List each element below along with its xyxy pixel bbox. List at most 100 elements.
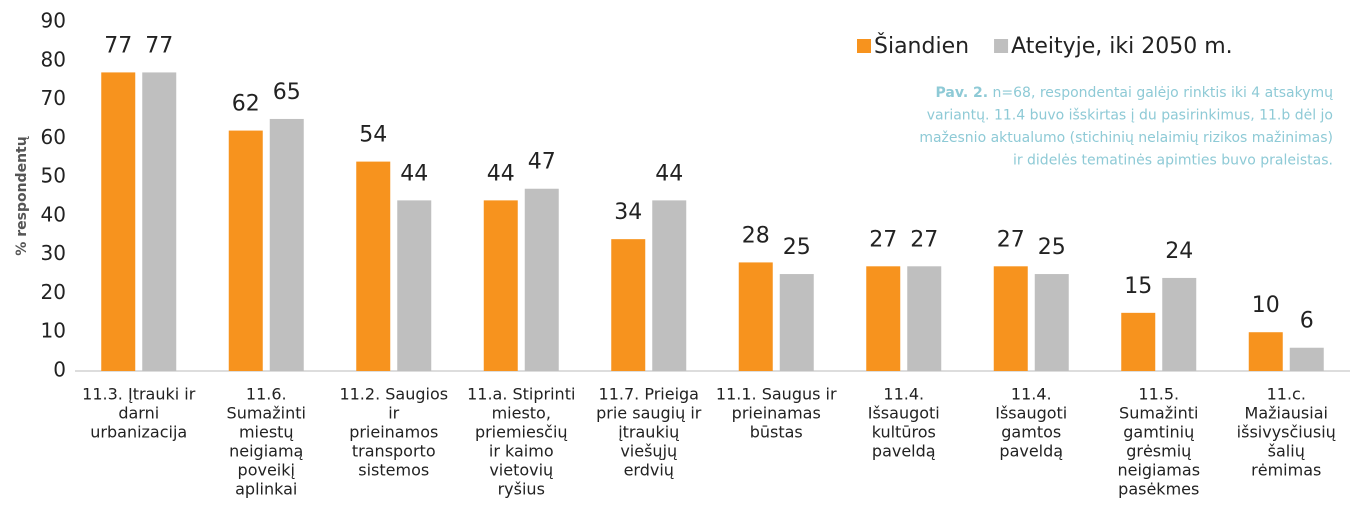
y-tick-label: 80 [41,47,66,71]
x-tick-label: Išsaugoti [868,404,940,423]
value-label: 77 [145,33,173,58]
note-text: n=68, respondentai galėjo rinktis iki 4 … [988,85,1333,101]
x-tick-label: 11.4. [1011,385,1052,404]
x-tick-label: 11.1. Saugus ir [716,385,837,404]
x-tick-label: darni [118,404,159,423]
x-tick-label: Išsaugoti [995,404,1067,423]
value-label: 65 [273,80,301,105]
note: mažesnio aktualumo (stichinių nelaimių r… [919,130,1333,146]
y-tick-label: 50 [41,164,66,188]
value-label: 47 [528,150,556,175]
x-tick-label: šalių [1268,442,1305,461]
x-tick-label: 11.7. Prieiga [599,385,699,404]
value-label: 6 [1300,309,1314,334]
bar [652,200,687,371]
note: variantų. 11.4 buvo išskirtas į du pasir… [927,108,1333,124]
note: ir didelės tematinės apimties buvo prale… [1013,153,1333,169]
x-tick-label: ir [388,404,399,423]
x-tick-label: miesto, [492,404,551,423]
y-tick-label: 90 [41,9,66,33]
bar [993,266,1028,371]
y-tick-label: 60 [41,125,66,149]
value-label: 44 [400,161,428,186]
x-tick-label: Mažiausiai [1245,404,1328,423]
bar [1121,312,1156,371]
bar [1034,274,1069,371]
x-tick-label: 11.5. [1138,385,1179,404]
bar [524,188,559,371]
x-tick-label: priemiesčių [475,423,568,442]
y-tick-label: 0 [53,358,66,382]
bar [907,266,942,371]
y-tick-label: 20 [41,280,66,304]
bar [1289,347,1324,371]
x-tick-label: Sumažinti [1119,404,1198,423]
x-tick-label: urbanizacija [90,423,187,442]
value-label: 28 [742,223,770,248]
x-tick-label: išsivysčiusių [1237,423,1336,442]
bar [738,262,773,371]
bar [1162,277,1197,371]
bar [866,266,901,371]
value-label: 62 [232,92,260,117]
x-tick-label: sistemos [358,461,429,480]
legend-label: Šiandien [874,33,969,59]
x-tick-label: 11.a. Stiprinti [467,385,575,404]
x-tick-label: gamtinių [1123,423,1194,442]
y-tick-label: 30 [41,241,66,265]
bar [356,161,391,371]
x-tick-label: prie saugių ir [596,404,702,423]
x-tick-label: pasėkmes [1118,480,1199,499]
y-tick-label: 40 [41,202,66,226]
y-tick-label: 70 [41,86,66,110]
note-text: ir didelės tematinės apimties buvo prale… [1013,153,1333,169]
value-label: 24 [1165,239,1193,264]
value-label: 54 [359,123,387,148]
x-tick-label: ryšius [498,480,545,499]
value-label: 34 [614,200,642,225]
x-tick-label: poveikį [238,461,296,480]
value-label: 25 [783,235,811,260]
x-tick-label: paveldą [999,442,1063,461]
x-tick-label: transporto [352,442,436,461]
x-tick-label: kultūros [872,423,936,442]
x-tick-label: aplinkai [235,480,297,499]
x-tick-label: prieinamas [732,404,821,423]
x-tick-label: būstas [750,423,803,442]
y-axis-label: % respondentų [14,135,30,255]
note-text: variantų. 11.4 buvo išskirtas į du pasir… [927,108,1333,124]
bar [269,118,304,371]
x-tick-label: erdvių [624,461,674,480]
x-tick-label: vietovių [489,461,553,480]
x-tick-label: 11.c. [1267,385,1306,404]
legend-swatch [994,39,1009,53]
x-tick-label: miestų [239,423,294,442]
x-tick-label: rėmimas [1251,461,1321,480]
bar [142,72,177,372]
x-tick-label: ir kaimo [489,442,554,461]
bar [101,72,136,372]
value-label: 27 [910,227,938,252]
value-label: 25 [1038,235,1066,260]
bar [397,200,432,371]
note-text: mažesnio aktualumo (stichinių nelaimių r… [919,130,1333,146]
x-tick-label: 11.2. Saugios [339,385,448,404]
bar [779,274,814,371]
bar [228,130,263,371]
x-tick-label: neigiamas [1117,461,1200,480]
x-tick-label: paveldą [872,442,936,461]
value-label: 15 [1124,274,1152,299]
x-tick-label: neigiamą [229,442,303,461]
value-label: 44 [487,161,515,186]
x-tick-label: Sumažinti [227,404,306,423]
bar [611,239,646,371]
x-tick-label: prieinamos [349,423,438,442]
note-label: Pav. 2. [936,85,989,101]
x-tick-label: 11.4. [883,385,924,404]
y-tick-label: 10 [41,319,66,343]
legend-label: Ateityje, iki 2050 m. [1011,34,1233,59]
note: Pav. 2. n=68, respondentai galėjo rinkti… [936,85,1334,101]
x-tick-label: įtraukių [618,423,679,442]
x-tick-label: 11.6. [246,385,287,404]
